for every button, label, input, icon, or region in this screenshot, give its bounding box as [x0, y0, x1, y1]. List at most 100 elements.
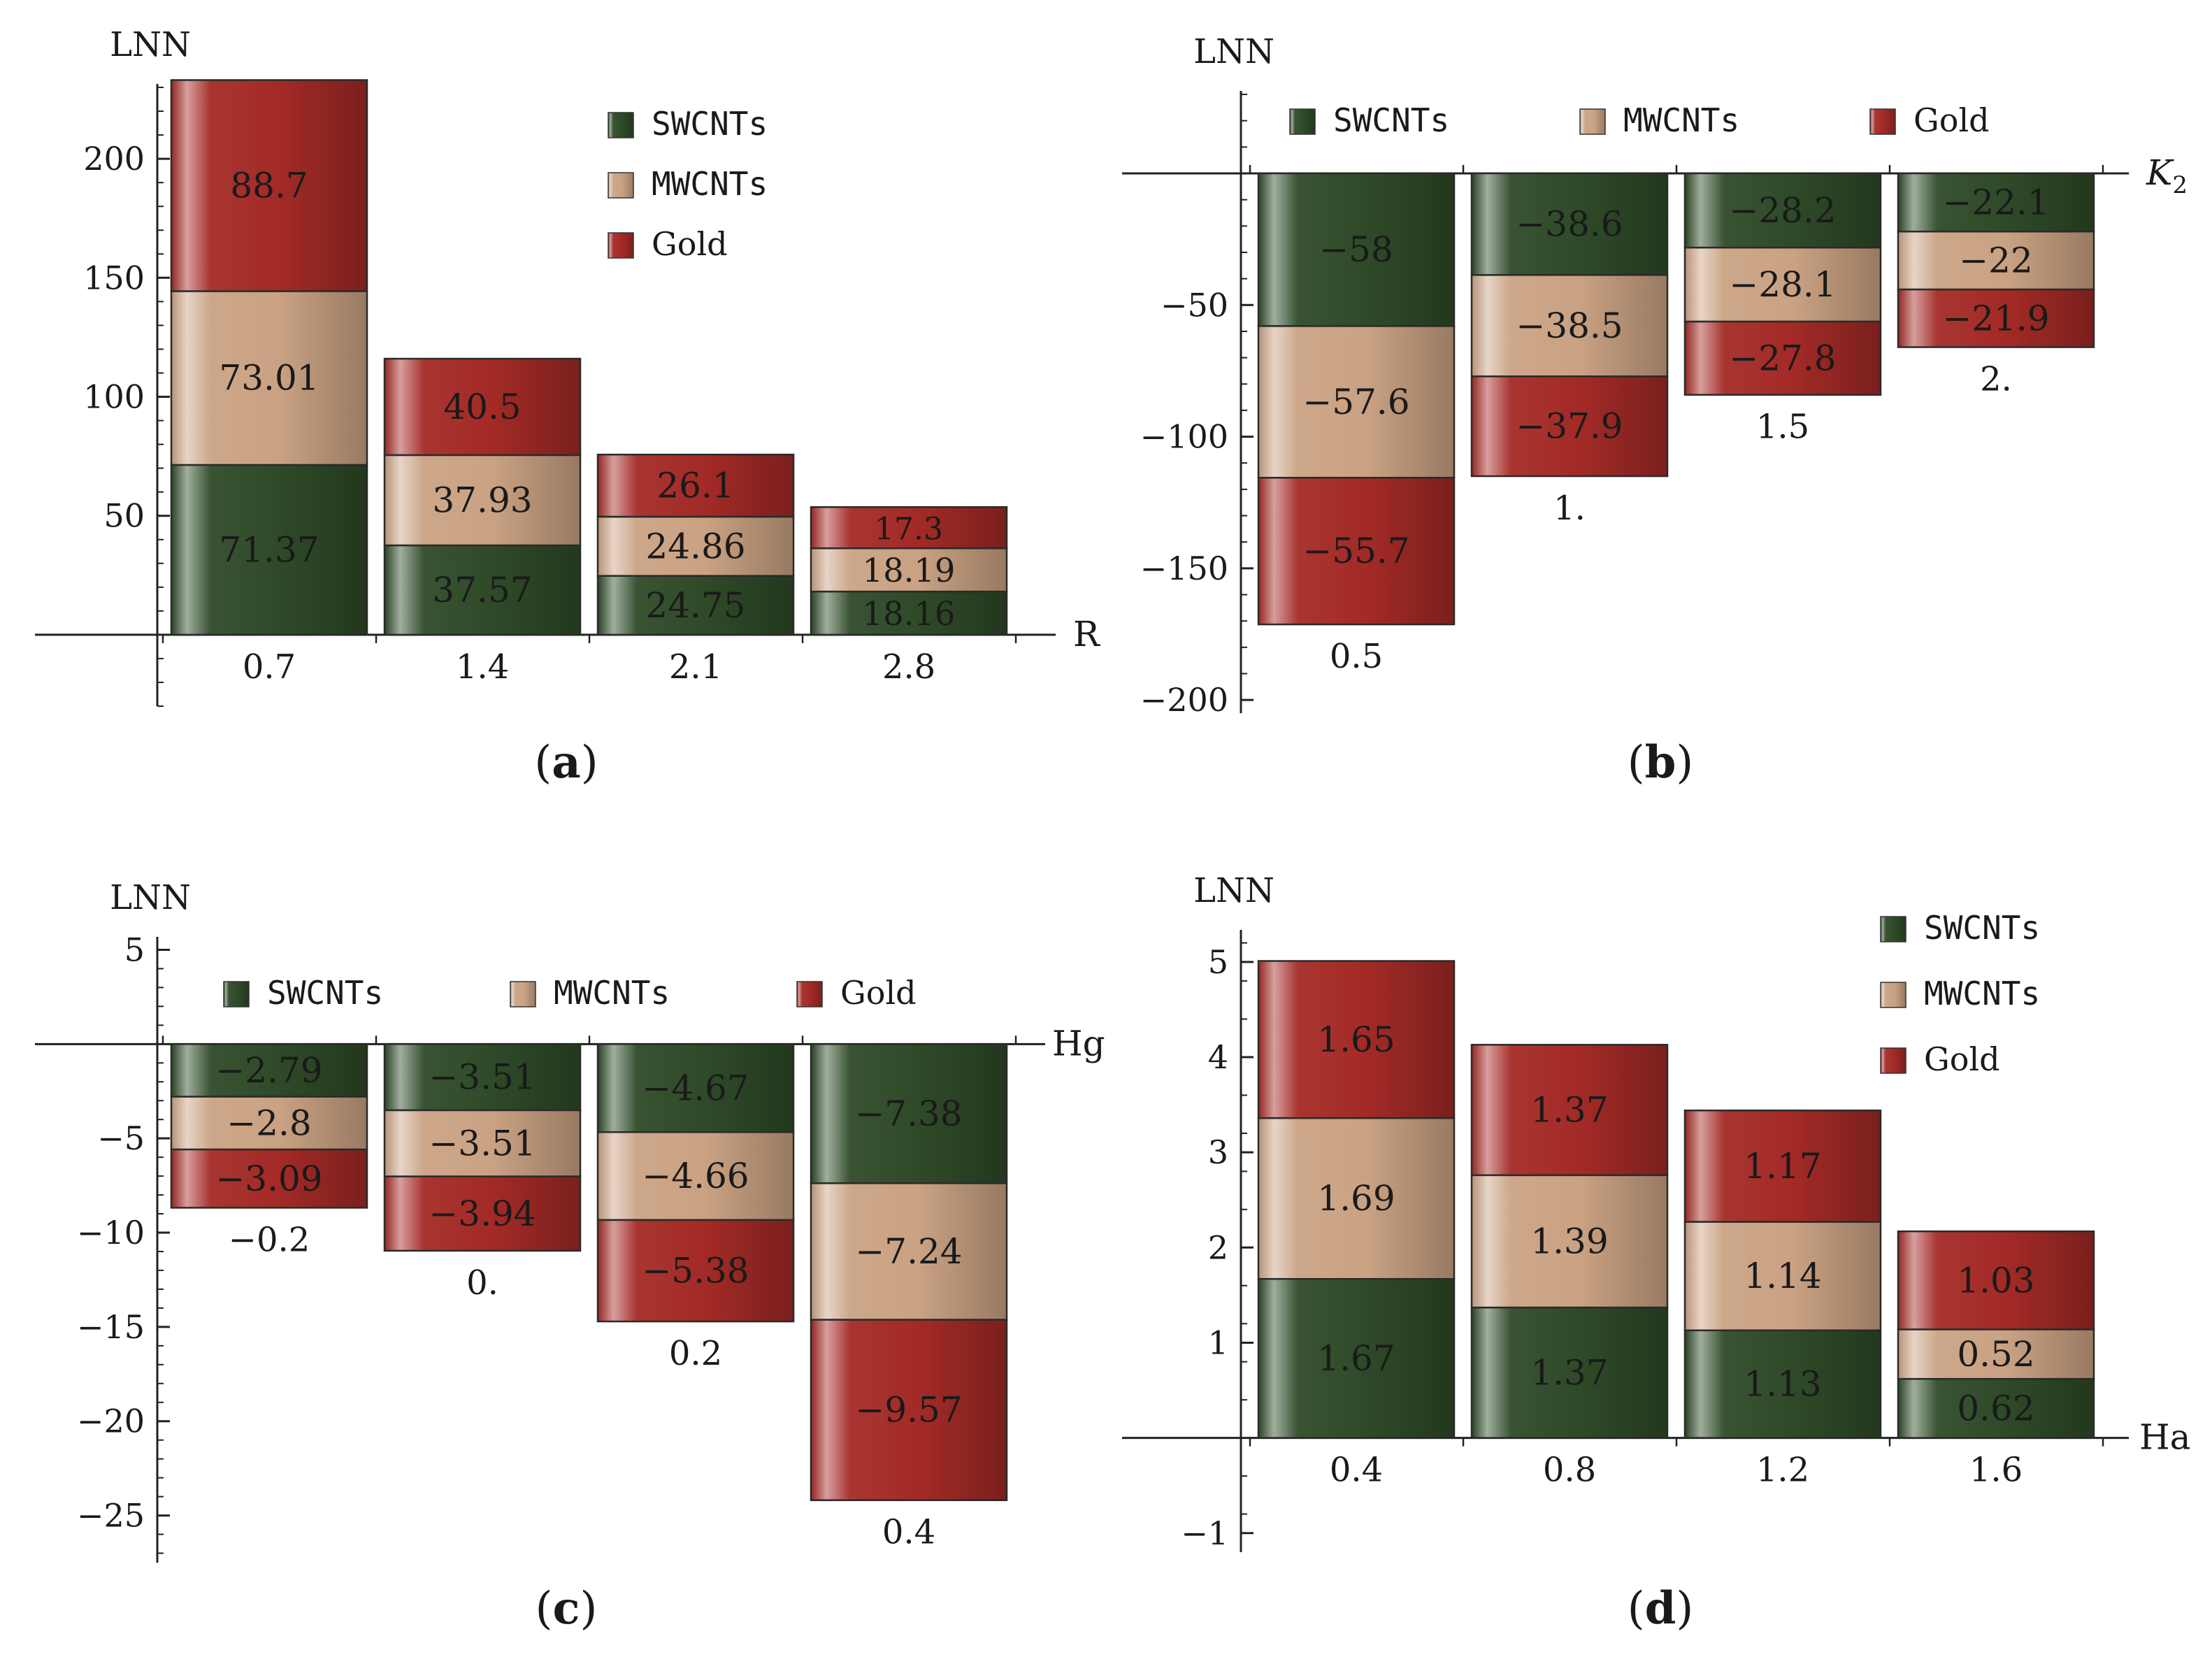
data-label: 1.03	[1957, 1260, 2034, 1300]
bar-gold-0	[170, 1148, 368, 1209]
bar-gold-0	[170, 79, 368, 292]
x-category-label: 2.	[1980, 360, 2012, 399]
data-label: 1.14	[1744, 1256, 1821, 1296]
data-label: 1.67	[1317, 1338, 1395, 1379]
data-label: −22.1	[1942, 182, 2049, 223]
y-axis-label: LNN	[1193, 32, 1274, 71]
data-label: −3.94	[429, 1193, 536, 1234]
bar-swcnts-2	[1683, 172, 1882, 249]
x-category-label: −0.2	[229, 1220, 310, 1259]
legend-label-swcnts: SWCNTs	[1333, 101, 1449, 139]
bar-gold-2	[596, 453, 795, 518]
y-tick-label: −1	[1181, 1514, 1228, 1552]
bar-gold-1	[383, 1175, 582, 1252]
x-category-label: 0.8	[1543, 1451, 1596, 1490]
data-label: −38.6	[1516, 204, 1623, 245]
legend: SWCNTs MWCNTs Gold	[608, 105, 768, 263]
legend-label-mwcnts: MWCNTs	[652, 165, 768, 203]
data-label: −21.9	[1942, 298, 2049, 338]
bar-mwcnts-1	[1470, 274, 1669, 378]
bar-mwcnts-0	[170, 1096, 368, 1151]
data-label: −28.2	[1729, 190, 1836, 231]
bar-mwcnts-1	[383, 454, 582, 547]
x-axis-label: K2	[2146, 152, 2188, 199]
legend: SWCNTs MWCNTs Gold	[1289, 101, 1990, 139]
y-tick-label: −50	[1161, 286, 1228, 324]
bar-mwcnts-1	[1470, 1174, 1669, 1309]
data-label: −4.66	[642, 1156, 749, 1196]
x-category-label: 2.8	[882, 647, 935, 687]
y-tick-label: −25	[77, 1497, 145, 1535]
x-category-label: 1.2	[1756, 1451, 1809, 1490]
y-axis-label: LNN	[1193, 871, 1274, 910]
legend-label-mwcnts: MWCNTs	[1924, 975, 2040, 1012]
bar-gold-2	[1683, 1109, 1882, 1223]
data-label: −37.9	[1516, 406, 1623, 447]
legend-swatch-mwcnts	[608, 172, 634, 199]
bar-swcnts-2	[596, 1043, 795, 1133]
y-tick-label: 1	[1208, 1324, 1228, 1361]
x-category-label: 0.5	[1330, 637, 1383, 676]
data-label: −55.7	[1302, 531, 1409, 571]
data-label: −22	[1959, 241, 2033, 281]
y-tick-label: 50	[103, 497, 145, 535]
data-label: 0.52	[1957, 1334, 2034, 1375]
data-label: −3.09	[215, 1159, 322, 1199]
bar-gold-3	[1897, 288, 2095, 348]
bar-mwcnts-2	[596, 1131, 795, 1221]
x-axis-label: Ha	[2139, 1417, 2190, 1458]
legend-swatch-mwcnts	[1880, 982, 1906, 1008]
data-label: 18.19	[863, 552, 956, 589]
legend-swatch-gold	[1880, 1047, 1906, 1074]
bar-gold-3	[810, 1319, 1008, 1501]
data-label: 24.86	[645, 526, 745, 566]
bar-gold-1	[1470, 1044, 1669, 1177]
x-category-label: 0.	[466, 1263, 498, 1303]
legend: SWCNTs MWCNTs Gold	[1880, 909, 2040, 1078]
x-category-label: 1.5	[1756, 408, 1809, 447]
data-label: −3.51	[429, 1123, 536, 1163]
bar-swcnts-1	[1470, 1306, 1669, 1439]
bar-swcnts-2	[1683, 1329, 1882, 1439]
x-category-label: 1.4	[456, 647, 509, 687]
legend-swatch-swcnts	[608, 112, 634, 138]
data-label: 26.1	[656, 466, 734, 506]
bar-swcnts-1	[383, 1043, 582, 1112]
y-tick-label: 5	[1208, 943, 1228, 981]
bar-mwcnts-3	[810, 547, 1008, 593]
data-label: −28.1	[1729, 264, 1836, 305]
bar-swcnts-0	[170, 464, 368, 636]
panel-caption: (b)	[1628, 736, 1694, 789]
data-label: 24.75	[645, 585, 745, 626]
y-tick-label: −5	[97, 1119, 145, 1157]
data-label: 0.62	[1957, 1388, 2034, 1428]
data-label: 1.65	[1317, 1019, 1395, 1060]
x-axis-label: Hg	[1052, 1023, 1105, 1063]
x-axis-label: R	[1073, 614, 1100, 654]
data-label: 1.37	[1530, 1352, 1608, 1393]
data-label: 73.01	[219, 358, 319, 399]
data-label: 17.3	[875, 512, 943, 547]
data-label: −5.38	[642, 1251, 749, 1291]
chart-panel-b: −200 −150 −100 −50 LNN −58 −57.6 −55.7 0.5 −38.6 −…	[1122, 32, 2188, 789]
bar-swcnts-3	[1897, 1377, 2095, 1439]
data-label: 37.93	[432, 480, 532, 520]
y-tick-label: −10	[77, 1214, 145, 1252]
bar-gold-2	[596, 1219, 795, 1323]
bar-swcnts-3	[1897, 172, 2095, 233]
data-label: 71.37	[219, 529, 319, 570]
legend-label-swcnts: SWCNTs	[267, 974, 383, 1012]
legend-swatch-swcnts	[1880, 916, 1906, 942]
bar-swcnts-1	[383, 544, 582, 636]
y-tick-label: 4	[1208, 1038, 1228, 1076]
data-label: −7.38	[855, 1093, 962, 1134]
x-category-label: 0.7	[243, 647, 296, 687]
legend-label-gold: Gold	[1924, 1040, 2000, 1078]
data-label: −7.24	[855, 1231, 962, 1272]
data-label: −2.8	[227, 1103, 311, 1143]
data-label: 88.7	[230, 165, 308, 206]
x-category-label: 1.6	[1969, 1451, 2023, 1490]
legend-swatch-swcnts	[1289, 108, 1316, 135]
bar-gold-0	[1257, 960, 1456, 1119]
